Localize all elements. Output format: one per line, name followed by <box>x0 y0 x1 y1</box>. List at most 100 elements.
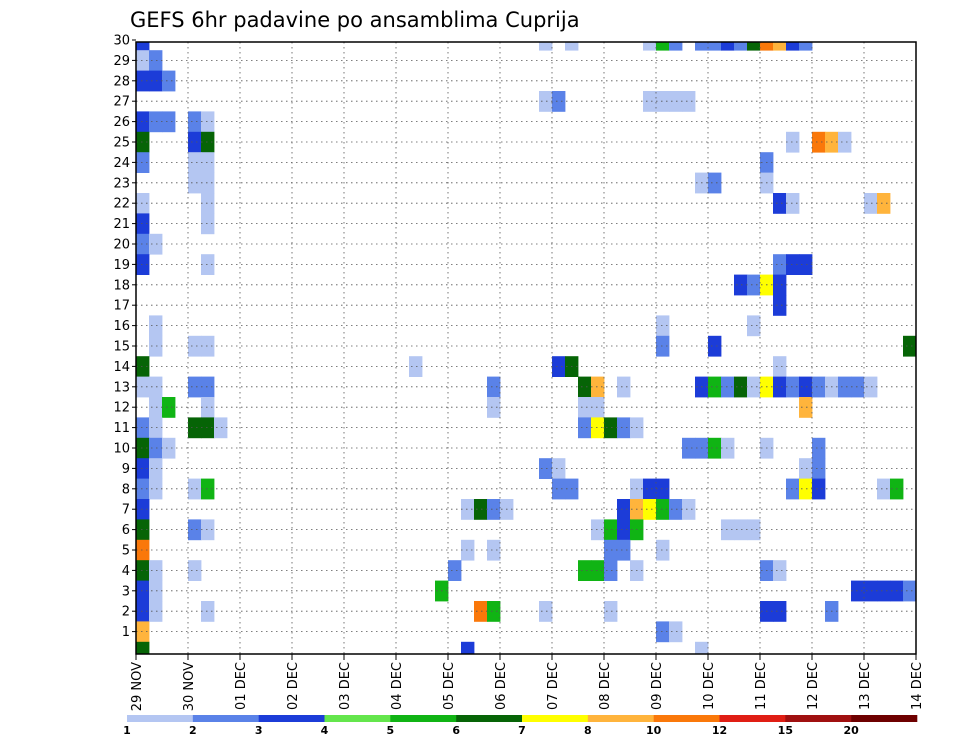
x-tick-label: 02 DEC <box>286 662 301 710</box>
heatmap-cell <box>708 437 722 459</box>
heatmap-cell <box>669 42 683 51</box>
heatmap-cell <box>149 478 163 500</box>
heatmap-cell <box>136 539 150 561</box>
heatmap-cell <box>188 560 202 581</box>
heatmap-cell <box>539 601 553 622</box>
chart-title: GEFS 6hr padavine po ansamblima Cuprija <box>130 8 580 32</box>
heatmap-cell <box>461 641 475 655</box>
heatmap-cell <box>773 356 787 377</box>
heatmap-cell <box>149 111 163 133</box>
heatmap-cell <box>136 437 150 459</box>
heatmap-cell <box>604 417 618 439</box>
heatmap-cell <box>812 437 826 459</box>
heatmap-cell <box>201 254 215 275</box>
heatmap-cell <box>162 397 176 418</box>
heatmap-cell <box>149 50 163 71</box>
heatmap-cell <box>201 131 215 153</box>
legend-label: 7 <box>518 724 526 737</box>
heatmap-cell <box>643 499 657 520</box>
heatmap-cell <box>877 478 891 500</box>
heatmap-cell <box>188 478 202 500</box>
heatmap-cell <box>136 641 150 655</box>
heatmap-cell <box>591 519 605 541</box>
x-axis-ticks: 29 NOV 30 NOV 01 DEC 02 DEC 03 DEC 04 DEC 05 D… <box>130 654 925 711</box>
heatmap-cell <box>162 437 176 459</box>
heatmap-cell <box>201 417 215 439</box>
heatmap-cell <box>188 131 202 153</box>
legend-label: 4 <box>321 724 329 737</box>
y-tick-label: 22 <box>113 197 130 212</box>
heatmap-cell <box>617 499 631 520</box>
heatmap-cell <box>812 478 826 500</box>
x-tick-label: 05 DEC <box>442 662 457 710</box>
heatmap-cell <box>409 356 423 377</box>
heatmap-cell <box>877 193 891 214</box>
heatmap-cell <box>136 213 150 235</box>
heatmap-cell <box>682 499 696 520</box>
legend-swatch <box>653 715 720 722</box>
heatmap-cell <box>188 172 202 194</box>
heatmap-cell <box>747 376 761 398</box>
x-tick-label: 04 DEC <box>390 662 405 710</box>
heatmap-cell <box>136 70 150 92</box>
heatmap-cell <box>201 172 215 194</box>
heatmap-cell <box>201 193 215 214</box>
heatmap-cell <box>708 42 722 51</box>
heatmap-cell <box>786 254 800 275</box>
heatmap-cell <box>188 417 202 439</box>
heatmap-cell <box>149 376 163 398</box>
y-tick-label: 3 <box>122 584 130 599</box>
x-tick-label: 03 DEC <box>338 662 353 710</box>
legend-label: 12 <box>712 724 727 737</box>
heatmap-cell <box>747 519 761 541</box>
y-tick-label: 13 <box>113 380 130 395</box>
heatmap-cell <box>149 417 163 439</box>
heatmap-cell <box>708 376 722 398</box>
heatmap-cell <box>643 91 657 112</box>
y-tick-label: 21 <box>113 217 130 232</box>
y-tick-label: 11 <box>113 421 130 436</box>
heatmap-cell <box>747 315 761 337</box>
heatmap-cell <box>799 397 813 418</box>
heatmap-cell <box>591 376 605 398</box>
legend-label: 2 <box>189 724 197 737</box>
legend-swatch <box>456 715 523 722</box>
y-tick-label: 9 <box>122 462 130 477</box>
legend-swatch <box>324 715 391 722</box>
heatmap-cell <box>708 172 722 194</box>
heatmap-cell <box>617 519 631 541</box>
y-tick-label: 16 <box>113 319 130 334</box>
heatmap-cell <box>474 601 488 622</box>
heatmap-cell <box>838 376 852 398</box>
y-tick-label: 20 <box>113 238 130 253</box>
heatmap-cell <box>487 499 501 520</box>
heatmap-cell <box>201 213 215 235</box>
y-tick-label: 4 <box>122 564 130 579</box>
heatmap-cell <box>149 560 163 581</box>
x-tick-label: 12 DEC <box>806 662 821 710</box>
y-tick-label: 28 <box>113 74 130 89</box>
heatmap-cell <box>903 580 917 602</box>
y-tick-label: 24 <box>113 156 130 171</box>
x-tick-label: 10 DEC <box>702 662 717 710</box>
heatmap-cell <box>656 335 670 357</box>
heatmap-cell <box>656 42 670 51</box>
heatmap-cell <box>578 560 592 581</box>
legend-label: 1 <box>123 724 131 737</box>
heatmap-cell <box>877 580 891 602</box>
heatmap-cell <box>201 519 215 541</box>
heatmap-cell <box>773 601 787 622</box>
heatmap-cell <box>136 560 150 581</box>
heatmap-cell <box>799 42 813 51</box>
heatmap-cell <box>734 42 748 51</box>
heatmap-cell <box>656 539 670 561</box>
heatmap-cell <box>487 539 501 561</box>
legend-label: 5 <box>387 724 395 737</box>
heatmap-cell <box>149 601 163 622</box>
y-tick-label: 15 <box>113 340 130 355</box>
heatmap-cell <box>136 499 150 520</box>
y-tick-label: 10 <box>113 442 130 457</box>
legend-swatch <box>719 715 786 722</box>
legend-label: 15 <box>778 724 793 737</box>
